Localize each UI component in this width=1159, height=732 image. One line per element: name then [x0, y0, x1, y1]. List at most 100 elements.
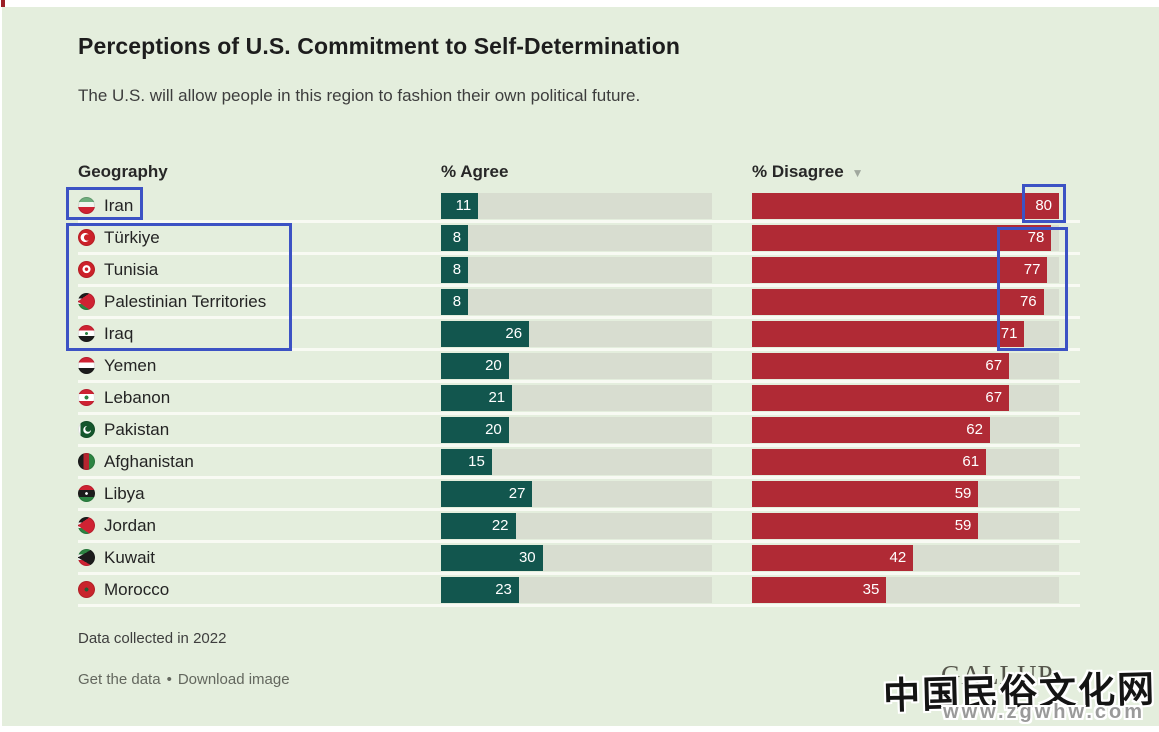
table-row: Pakistan 20 62 — [78, 415, 1080, 447]
agree-value: 21 — [488, 388, 506, 406]
disagree-bar: 59 — [752, 480, 979, 507]
agree-value: 27 — [508, 484, 526, 502]
table-row: Afghanistan 15 61 — [78, 447, 1080, 479]
agree-bar: 15 — [441, 448, 492, 475]
disagree-bar: 67 — [752, 352, 1010, 379]
country-label: Iraq — [104, 323, 134, 343]
agree-value: 30 — [518, 548, 536, 566]
country-flag-icon — [78, 229, 95, 246]
table-row: Lebanon 21 67 — [78, 383, 1080, 415]
country-label: Afghanistan — [104, 451, 194, 471]
agree-bar-track: 20 — [441, 352, 712, 379]
agree-bar-track: 22 — [441, 512, 712, 539]
disagree-bar-track: 71 — [752, 320, 1059, 347]
geography-cell: Afghanistan — [78, 452, 441, 472]
agree-bar-track: 8 — [441, 256, 712, 283]
annotation-box-country-group-labels — [66, 223, 292, 351]
country-flag-icon — [78, 197, 95, 214]
gallup-logo: GALLUP — [941, 660, 1054, 690]
disagree-value: 67 — [985, 388, 1003, 406]
disagree-value: 78 — [1027, 228, 1045, 246]
agree-bar: 27 — [441, 480, 533, 507]
geography-cell: Jordan — [78, 516, 441, 536]
table-row: Kuwait 30 42 — [78, 543, 1080, 575]
agree-bar-track: 30 — [441, 544, 712, 571]
disagree-bar: 35 — [752, 576, 887, 603]
disagree-value: 59 — [954, 516, 972, 534]
agree-value: 20 — [485, 356, 502, 374]
country-label: Libya — [104, 483, 145, 503]
country-flag-icon — [78, 261, 95, 278]
agree-bar: 26 — [441, 320, 530, 347]
agree-bar-track: 8 — [441, 288, 712, 315]
agree-bar: 30 — [441, 544, 543, 571]
get-the-data-link[interactable]: Get the data — [78, 671, 161, 688]
disagree-bar-track: 42 — [752, 544, 1059, 571]
chart-subtitle: The U.S. will allow people in this regio… — [78, 86, 641, 105]
disagree-bar-track: 67 — [752, 384, 1059, 411]
agree-bar: 23 — [441, 576, 519, 603]
column-header-geography[interactable]: Geography — [78, 162, 168, 181]
agree-bar: 20 — [441, 416, 509, 443]
country-label: Palestinian Territories — [104, 291, 267, 311]
country-flag-icon — [78, 453, 95, 470]
column-header-agree[interactable]: % Agree — [441, 162, 509, 181]
annotation-box-iran-label — [66, 187, 143, 220]
disagree-bar: 80 — [752, 192, 1059, 219]
country-label: Tunisia — [104, 259, 159, 279]
geography-cell: Pakistan — [78, 420, 441, 440]
disagree-value: 62 — [966, 420, 983, 438]
agree-bar: 11 — [441, 192, 479, 219]
disagree-bar-track: 35 — [752, 576, 1059, 603]
watermark-site-url: www.zgwhw.com — [943, 701, 1145, 723]
country-flag-icon — [78, 293, 95, 310]
agree-bar-track: 20 — [441, 416, 712, 443]
agree-value: 8 — [452, 228, 462, 246]
table-row: Iran 11 80 — [78, 191, 1080, 223]
agree-bar-track: 8 — [441, 224, 712, 251]
disagree-value: 67 — [985, 356, 1003, 374]
agree-bar-track: 11 — [441, 192, 712, 219]
disagree-value: 80 — [1035, 196, 1052, 214]
table-row: Iraq 26 71 — [78, 319, 1080, 351]
agree-value: 23 — [495, 580, 512, 598]
agree-value: 11 — [455, 196, 472, 214]
disagree-bar: 76 — [752, 288, 1044, 315]
disagree-bar: 61 — [752, 448, 987, 475]
country-flag-icon — [78, 357, 95, 374]
disagree-value: 35 — [862, 580, 880, 598]
disagree-value: 42 — [889, 548, 907, 566]
country-flag-icon — [78, 389, 95, 406]
country-label: Pakistan — [104, 419, 170, 439]
country-label: Türkiye — [104, 227, 160, 247]
country-label: Morocco — [104, 579, 170, 599]
agree-bar: 20 — [441, 352, 509, 379]
disagree-value: 77 — [1023, 260, 1041, 278]
corner-artifact — [1, 0, 5, 7]
agree-bar: 8 — [441, 288, 469, 315]
agree-bar: 8 — [441, 256, 469, 283]
agree-value: 22 — [491, 516, 509, 534]
agree-value: 26 — [505, 324, 523, 342]
geography-cell: Libya — [78, 484, 441, 504]
disagree-bar: 59 — [752, 512, 979, 539]
geography-cell: Yemen — [78, 356, 441, 376]
country-flag-icon — [78, 581, 95, 598]
agree-bar: 22 — [441, 512, 516, 539]
agree-bar: 8 — [441, 224, 469, 251]
download-image-link[interactable]: Download image — [177, 671, 290, 688]
data-collection-note: Data collected in 2022 — [78, 630, 227, 647]
country-label: Jordan — [104, 515, 156, 535]
country-flag-icon — [78, 485, 95, 502]
disagree-bar-track: 59 — [752, 512, 1059, 539]
annotation-box-disagree-80 — [1022, 184, 1066, 223]
column-header-disagree[interactable]: % Disagree ▼ — [752, 162, 864, 181]
table-body: Iran 11 80 Türkiye 8 78 Tunisia 8 — [78, 191, 1080, 607]
agree-value: 15 — [468, 452, 485, 470]
agree-bar-track: 15 — [441, 448, 712, 475]
footer-links: Get the data • Download image — [78, 671, 290, 688]
annotation-box-disagree-group-values — [997, 227, 1068, 351]
disagree-bar-track: 80 — [752, 192, 1059, 219]
sort-desc-triangle-icon: ▼ — [851, 166, 864, 180]
country-flag-icon — [78, 325, 95, 342]
